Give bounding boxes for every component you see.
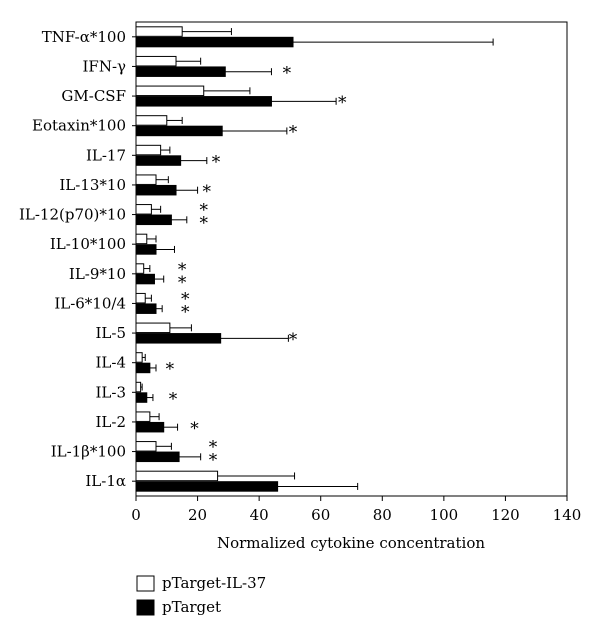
bar-ptarget <box>135 333 222 344</box>
category-label: IL-5 <box>96 324 127 342</box>
x-tick-label: 100 <box>430 506 459 524</box>
x-tick-label: 80 <box>373 506 392 524</box>
bar-ptarget <box>135 362 151 374</box>
legend-label: pTarget-IL-37 <box>162 574 266 592</box>
bar-ptarget <box>135 303 157 314</box>
significance-asterisk: * <box>203 182 212 202</box>
significance-asterisk: * <box>190 419 199 439</box>
bar-ptarget <box>135 184 177 196</box>
bar-ptarget-il37 <box>135 204 152 215</box>
legend: pTarget-IL-37 pTarget <box>136 574 266 616</box>
category-label: IL-17 <box>86 146 126 164</box>
axes-layer <box>132 21 568 501</box>
significance-asterisk: * <box>338 93 347 113</box>
significance-asterisk: * <box>199 201 208 221</box>
category-label: IL-2 <box>96 413 127 431</box>
bar-ptarget-il37 <box>135 470 219 482</box>
bar-ptarget <box>135 451 180 463</box>
bar-ptarget-il37 <box>135 322 171 334</box>
bar-ptarget-il37 <box>135 352 143 363</box>
x-tick-labels: 0 20 40 60 80 100 120 140 <box>131 506 581 524</box>
bar-ptarget <box>135 125 223 137</box>
bar-ptarget-il37 <box>135 292 146 304</box>
bar-ptarget <box>135 155 182 166</box>
significance-annotations: ***************** <box>166 63 347 470</box>
category-label: IL-13*10 <box>59 176 126 194</box>
significance-asterisk: * <box>178 260 187 280</box>
bar-ptarget-il37 <box>135 411 151 422</box>
category-label: IL-1α <box>85 472 126 490</box>
x-tick-label: 20 <box>188 506 207 524</box>
legend-swatch-ptarget <box>136 599 155 616</box>
bar-ptarget-il37 <box>135 85 205 97</box>
significance-asterisk: * <box>289 330 298 350</box>
bar-ptarget-il37 <box>135 144 162 156</box>
bar-ptarget <box>135 66 226 77</box>
category-label: IL-10*100 <box>50 235 126 253</box>
category-label: IL-3 <box>96 383 127 401</box>
category-label: IL-4 <box>96 354 127 372</box>
x-tick-label: 120 <box>491 506 520 524</box>
x-tick-label: 40 <box>250 506 269 524</box>
bar-ptarget <box>135 481 279 492</box>
significance-asterisk: * <box>283 63 292 83</box>
category-label: Eotaxin*100 <box>32 117 126 135</box>
bar-ptarget-il37 <box>135 26 183 37</box>
bar-ptarget <box>135 273 155 285</box>
x-axis-label: Normalized cytokine concentration <box>217 534 485 552</box>
bar-ptarget <box>135 214 172 226</box>
bar-ptarget-il37 <box>135 381 142 393</box>
significance-asterisk: * <box>289 123 298 143</box>
category-label: TNF-α*100 <box>42 28 126 46</box>
significance-asterisk: * <box>181 289 190 309</box>
significance-asterisk: * <box>199 214 208 234</box>
bar-ptarget-il37 <box>135 55 177 67</box>
legend-label: pTarget <box>162 598 221 616</box>
bar-ptarget <box>135 244 157 255</box>
bars-layer <box>135 26 294 492</box>
legend-swatch-ptarget-il37 <box>136 575 155 592</box>
significance-asterisk: * <box>178 273 187 293</box>
bar-ptarget <box>135 96 272 107</box>
bar-ptarget-il37 <box>135 174 157 185</box>
category-label: IFN-γ <box>83 57 127 75</box>
category-label: GM-CSF <box>61 87 126 105</box>
significance-asterisk: * <box>181 302 190 322</box>
bar-ptarget <box>135 392 148 403</box>
category-labels: TNF-α*100 IFN-γ GM-CSF Eotaxin*100 IL-17 IL-1… <box>19 28 126 490</box>
bar-ptarget-il37 <box>135 263 145 274</box>
x-tick-label: 60 <box>311 506 330 524</box>
category-label: IL-1β*100 <box>51 443 126 461</box>
error-bars-layer <box>140 28 494 490</box>
significance-asterisk: * <box>212 152 221 172</box>
significance-asterisk: * <box>209 451 218 471</box>
plot-frame <box>135 21 568 497</box>
bar-ptarget-il37 <box>135 233 148 245</box>
category-label: IL-9*10 <box>69 265 126 283</box>
significance-asterisk: * <box>209 438 218 458</box>
bar-ptarget-il37 <box>135 441 157 452</box>
category-label: IL-12(p70)*10 <box>19 206 126 224</box>
x-tick-label: 140 <box>553 506 582 524</box>
category-label: IL-6*10/4 <box>54 294 126 312</box>
bar-ptarget-il37 <box>135 115 168 126</box>
bar-ptarget <box>135 421 165 433</box>
x-tick-label: 0 <box>131 506 141 524</box>
significance-asterisk: * <box>169 389 178 409</box>
significance-asterisk: * <box>166 360 175 380</box>
bar-ptarget <box>135 36 294 48</box>
